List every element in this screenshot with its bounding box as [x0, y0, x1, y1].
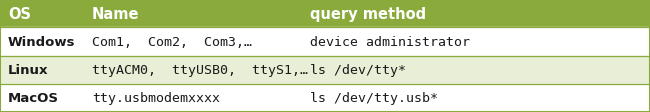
Text: MacOS: MacOS — [8, 92, 59, 104]
Text: query method: query method — [310, 7, 426, 21]
Text: OS: OS — [8, 7, 31, 21]
Text: ls /dev/tty*: ls /dev/tty* — [310, 64, 406, 76]
Text: Com1,  Com2,  Com3,…: Com1, Com2, Com3,… — [92, 36, 252, 48]
Text: tty.usbmodemxxxx: tty.usbmodemxxxx — [92, 92, 220, 104]
Text: Linux: Linux — [8, 64, 49, 76]
Bar — [0, 84, 650, 112]
Bar — [0, 0, 650, 28]
Bar — [0, 28, 650, 56]
Bar — [0, 56, 650, 84]
Text: Name: Name — [92, 7, 140, 21]
Text: ls /dev/tty.usb*: ls /dev/tty.usb* — [310, 92, 438, 104]
Text: device administrator: device administrator — [310, 36, 470, 48]
Text: ttyACM0,  ttyUSB0,  ttyS1,…: ttyACM0, ttyUSB0, ttyS1,… — [92, 64, 308, 76]
Text: Windows: Windows — [8, 36, 75, 48]
